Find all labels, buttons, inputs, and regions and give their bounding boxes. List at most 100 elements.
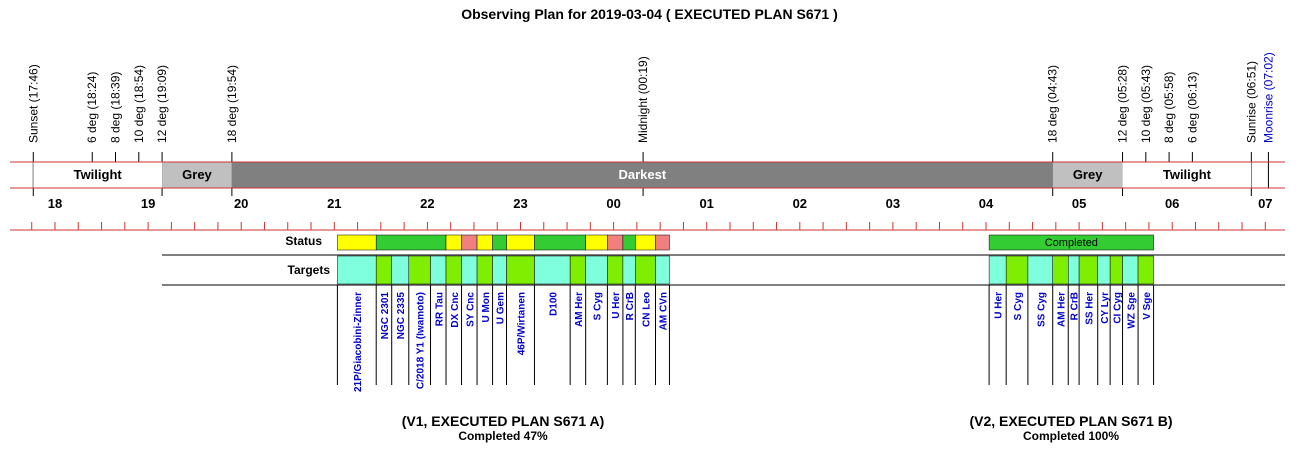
hour-label: 07 (1258, 196, 1272, 211)
hour-label: 21 (327, 196, 341, 211)
target-block (391, 255, 410, 285)
hour-label: 00 (606, 196, 620, 211)
band-label: Twilight (1163, 167, 1212, 182)
plan-completion: Completed 47% (458, 429, 548, 443)
page-title: Observing Plan for 2019-03-04 ( EXECUTED… (461, 6, 838, 22)
target-block (337, 255, 377, 285)
target-block (476, 255, 493, 285)
hour-label: 05 (1072, 196, 1086, 211)
target-block (445, 255, 462, 285)
target-name: V Sge (1142, 292, 1153, 320)
target-name: C/2018 Y1 (Iwamoto) (416, 292, 427, 389)
plan-title: (V2, EXECUTED PLAN S671 B) (969, 413, 1173, 429)
hour-label: 02 (793, 196, 807, 211)
target-block (1005, 255, 1029, 285)
target-block (1122, 255, 1139, 285)
plan-label-v1: (V1, EXECUTED PLAN S671 A) Completed 47% (336, 413, 670, 443)
sky-bands: Twilight Grey Darkest Grey Twilight (10, 161, 1285, 231)
target-name: CN Leo (641, 292, 652, 327)
hour-axis: 18 19 20 21 22 23 00 01 02 03 04 05 06 07 (31, 196, 1273, 230)
target-block (569, 255, 586, 285)
status-row-label: Status (285, 234, 322, 248)
hour-label: 20 (234, 196, 248, 211)
status-text: Completed (1045, 237, 1098, 249)
target-name: S Cyg (1013, 292, 1024, 320)
event-markers: Sunset (17:46) 6 deg (18:24) 8 deg (18:39)… (26, 52, 1275, 196)
target-name: U Gem (496, 292, 507, 324)
status-segment (635, 234, 656, 251)
band-label: Grey (182, 167, 212, 182)
band-grey (1052, 162, 1123, 188)
target-name: U Her (611, 292, 622, 319)
target-block (1067, 255, 1080, 285)
status-segment (622, 234, 636, 251)
target-name: 46P/Wirtanen (517, 292, 528, 355)
hour-label: 04 (979, 196, 994, 211)
target-name: NGC 2335 (396, 292, 407, 340)
event-label: Sunset (17:46) (26, 64, 40, 143)
band-twilight (1122, 162, 1252, 188)
target-name: WZ Sge (1126, 292, 1137, 329)
event-label: 10 deg (18:54) (132, 65, 146, 143)
hour-label: 01 (699, 196, 713, 211)
status-segment (445, 234, 462, 251)
target-block (1097, 255, 1111, 285)
target-block (430, 255, 447, 285)
status-segment (988, 234, 1154, 251)
event-label: 8 deg (05:58) (1162, 72, 1176, 143)
plan-1: 21P/Giacobini-Zinner NGC 2301 NGC 2335 C/20… (336, 234, 670, 392)
target-block (375, 255, 392, 285)
target-block (506, 255, 535, 285)
status-segment (337, 234, 377, 251)
target-block (1027, 255, 1053, 285)
target-block (622, 255, 636, 285)
target-name: R CrB (1070, 292, 1081, 320)
hour-label: 22 (420, 196, 434, 211)
target-name: S Cyg (593, 292, 604, 320)
plan-title: (V1, EXECUTED PLAN S671 A) (401, 413, 605, 429)
target-name: U Mon (481, 292, 492, 323)
hour-label: 19 (141, 196, 155, 211)
target-block (1109, 255, 1123, 285)
target-block (1137, 255, 1154, 285)
hour-label: 23 (513, 196, 527, 211)
target-block (585, 255, 608, 285)
target-name: AM CVn (658, 292, 669, 330)
target-block (607, 255, 624, 285)
status-segment (506, 234, 535, 251)
band-label: Darkest (618, 167, 666, 182)
target-name: AM Her (574, 292, 585, 327)
band-label: Twilight (74, 167, 123, 182)
event-label: Midnight (00:19) (636, 56, 650, 143)
targets-row-label: Targets (288, 263, 331, 277)
event-label: 12 deg (19:09) (155, 65, 169, 143)
event-label: 8 deg (18:39) (109, 72, 123, 143)
plan-2: Completed U Her S Cyg SS Cyg AM Her R CrB SS H… (988, 234, 1155, 385)
event-label: 6 deg (06:13) (1185, 72, 1199, 143)
target-block (1052, 255, 1069, 285)
target-name: R CrB (625, 292, 636, 320)
target-name: U Her (994, 292, 1005, 319)
status-segment (655, 234, 670, 251)
target-block (635, 255, 656, 285)
status-segment (534, 234, 586, 251)
target-block (408, 255, 431, 285)
event-label: 10 deg (05:43) (1139, 65, 1153, 143)
status-segment (461, 234, 478, 251)
target-name: SY Cnc (465, 292, 476, 327)
band-twilight (33, 162, 163, 188)
target-name: NGC 2301 (380, 292, 391, 340)
band-darkest (231, 162, 1053, 188)
status-segment (607, 234, 624, 251)
target-block (1078, 255, 1098, 285)
band-label: Grey (1073, 167, 1103, 182)
target-name: 21P/Giacobini-Zinner (353, 292, 364, 392)
target-block (534, 255, 571, 285)
target-block (492, 255, 507, 285)
plans: Status Targets 21P/Giacobini-Zinner NGC 230… (162, 234, 1285, 392)
event-label: Moonrise (07:02) (1261, 52, 1275, 143)
status-segment (492, 234, 507, 251)
target-name: DX Cnc (450, 292, 461, 328)
target-block (461, 255, 478, 285)
